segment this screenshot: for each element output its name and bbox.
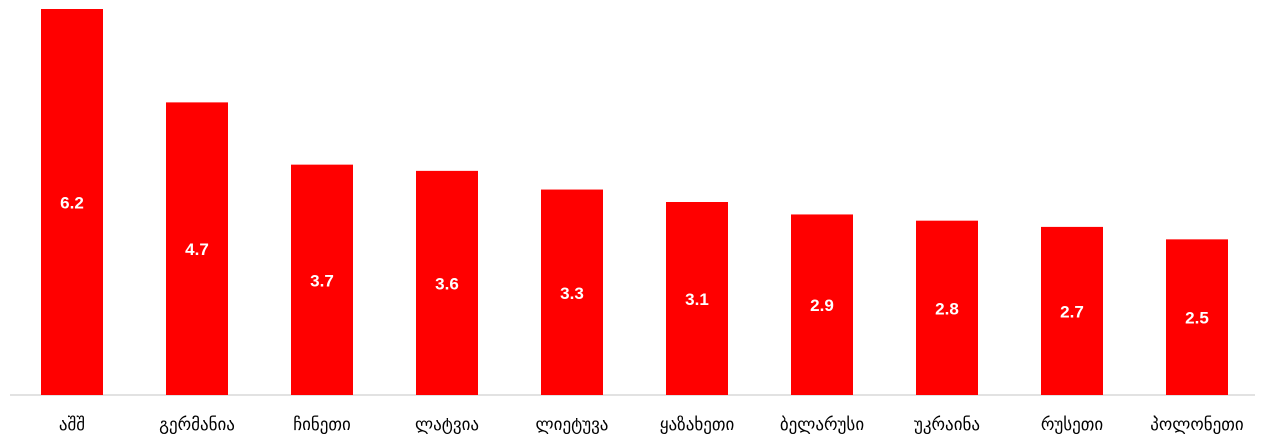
- x-tick-label: რუსეთი: [1041, 415, 1103, 435]
- data-label: 3.1: [685, 290, 709, 309]
- bar: [291, 164, 353, 395]
- x-tick-label: უკრაინა: [914, 415, 980, 435]
- data-label: 2.9: [810, 296, 834, 315]
- bar: [166, 102, 228, 396]
- bar: [416, 170, 478, 395]
- x-tick-label: ლატვია: [415, 415, 479, 435]
- bar: [1166, 239, 1228, 395]
- data-label: 4.7: [185, 240, 209, 259]
- data-label: 2.5: [1185, 309, 1209, 328]
- bar: [41, 9, 103, 395]
- data-label: 3.6: [435, 274, 459, 293]
- bar: [791, 214, 853, 395]
- bar: [916, 220, 978, 395]
- x-tick-label: ყაზახეთი: [660, 415, 735, 435]
- x-tick-label: ბელარუსი: [780, 415, 864, 435]
- x-tick-label: ლიეტუვა: [536, 415, 609, 435]
- data-label: 6.2: [60, 193, 84, 212]
- bar: [541, 189, 603, 395]
- bar: [1041, 226, 1103, 395]
- data-label: 3.3: [560, 284, 584, 303]
- data-label: 3.7: [310, 271, 334, 290]
- bar: [666, 202, 728, 395]
- data-label: 2.7: [1060, 302, 1084, 321]
- x-tick-label: აშშ: [59, 415, 85, 435]
- x-tick-label: პოლონეთი: [1150, 415, 1243, 435]
- x-tick-label: ჩინეთი: [293, 415, 351, 435]
- data-label: 2.8: [935, 299, 959, 318]
- x-tick-label: გერმანია: [159, 415, 235, 435]
